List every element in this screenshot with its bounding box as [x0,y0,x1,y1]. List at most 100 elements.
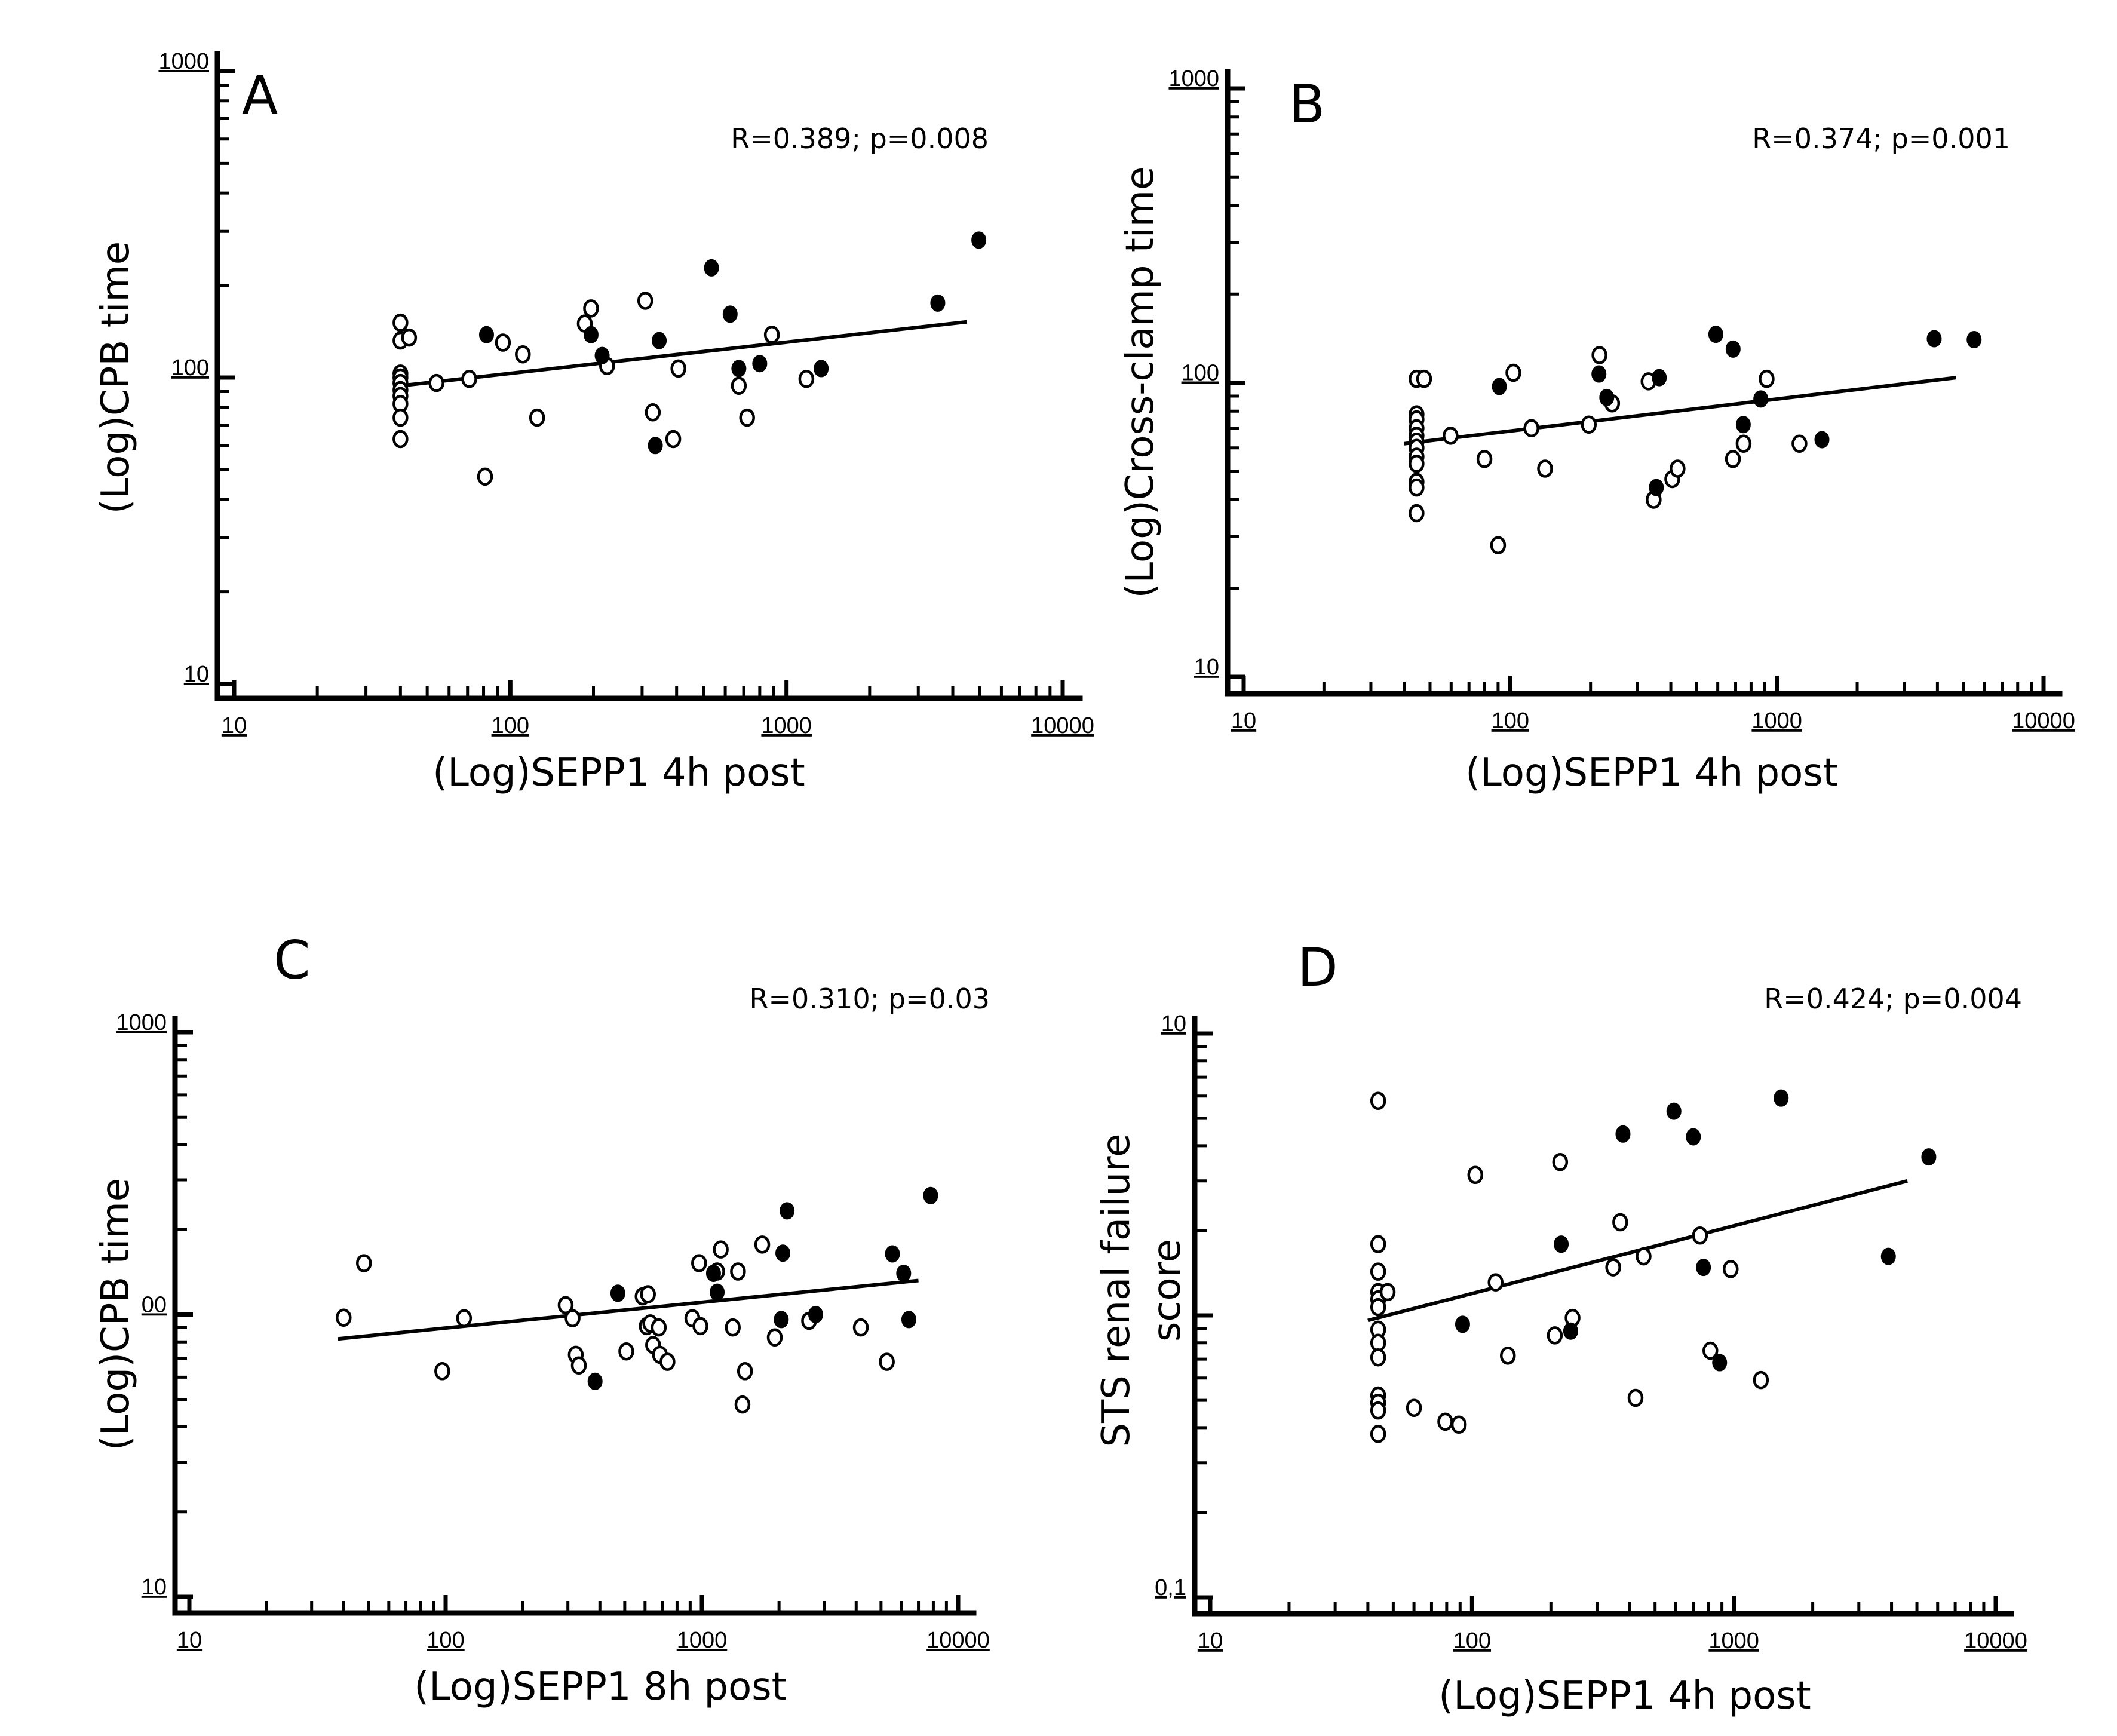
y-tick-label: 10 [1194,655,1219,680]
data-point-open [1505,363,1521,382]
data-point-filled [971,231,987,249]
data-point-open [691,1254,707,1272]
x-tick-label: 1000 [1751,708,1802,734]
regression-line [400,320,968,388]
y-tick-label: 10 [142,1575,167,1600]
data-point-filled [1880,1247,1896,1265]
data-point-filled [610,1284,625,1302]
data-point-open [477,467,493,486]
data-point-filled [814,360,829,378]
x-tick-label: 10 [222,713,247,738]
data-point-open [1723,1260,1739,1278]
data-point-filled [731,360,747,378]
data-point-open [659,1352,676,1371]
data-point-open [1370,1235,1386,1253]
data-point-open [1670,459,1686,478]
y-axis-title-line-2: score [1145,1239,1189,1342]
data-point-open [495,333,511,352]
data-point-open [428,373,444,392]
data-point-open [1443,427,1459,445]
data-point-open [798,369,815,388]
x-axis-title: (Log)SEPP1 4h post [1465,751,1837,795]
panel-label: C [274,930,310,991]
data-point-filled [478,326,494,343]
x-tick-label: 1000 [1708,1628,1759,1654]
data-point-filled [780,1202,795,1220]
data-point-open [1636,1247,1652,1266]
correlation-annotation: R=0.310; p=0.03 [750,983,990,1015]
data-point-filled [901,1311,916,1329]
data-point-open [1450,1415,1467,1434]
data-point-open [1753,1370,1769,1390]
data-point-open [564,1309,581,1328]
data-point-filled [1966,331,1982,349]
data-point-open [645,403,661,422]
x-tick-label: 10 [1198,1628,1223,1654]
data-point-filled [1735,416,1751,434]
x-tick-label: 10000 [2012,708,2075,734]
data-point-filled [774,1311,789,1329]
data-point-open [1406,1398,1422,1418]
y-tick-label: 00 [142,1293,167,1318]
panel-b: B R=0.374; p=0.001 (Log)SEPP1 4h post (L… [1118,66,2075,795]
regression-line [338,1278,919,1341]
correlation-annotation: R=0.424; p=0.004 [1764,983,2022,1015]
data-point-open [1409,455,1425,473]
data-point-open [1409,504,1425,523]
x-tick-label: 10000 [926,1628,990,1653]
panel-label: D [1297,937,1338,998]
y-axis-title: (Log)Cross-clamp time [1118,167,1162,599]
data-point-filled [1921,1148,1937,1166]
data-point-open [461,369,477,388]
data-point-open [692,1317,708,1336]
y-axis-title-line-1: STS renal failure [1094,1133,1139,1447]
data-point-open [651,1318,667,1337]
correlation-annotation: R=0.389; p=0.008 [731,122,989,155]
regression-line [1404,376,1957,446]
data-point-open [392,408,409,427]
x-tick-label: 100 [1453,1628,1491,1654]
data-point-filled [1696,1259,1711,1277]
data-point-open [766,1328,783,1347]
data-point-open [1416,369,1432,388]
x-tick-label: 1000 [761,713,812,738]
data-point-open [1725,450,1741,468]
data-point-open [1500,1347,1516,1365]
data-point-open [725,1318,741,1337]
data-point-filled [923,1186,938,1204]
data-point-open [1791,434,1808,453]
data-point-open [434,1362,450,1381]
data-point-filled [1753,390,1769,408]
data-point-filled [1554,1235,1569,1253]
data-point-filled [896,1264,912,1282]
data-point-open [1552,1152,1569,1171]
x-tick-label: 100 [427,1628,464,1653]
x-tick-label: 10000 [1964,1628,2027,1654]
data-point-open [392,313,409,332]
data-point-filled [1814,431,1830,449]
y-axis-title: (Log)CPB time [94,241,138,514]
x-tick-label: 10000 [1031,713,1094,738]
data-point-filled [1455,1315,1470,1333]
x-axis-title: (Log)SEPP1 4h post [432,751,805,795]
data-point-open [356,1254,372,1272]
y-tick-label: 10 [184,662,209,687]
data-point-open [1370,1333,1386,1352]
data-point-open [1547,1326,1563,1345]
data-point-open [336,1308,352,1327]
data-point-filled [1563,1322,1578,1340]
data-point-filled [885,1245,900,1263]
data-point-open [392,430,409,449]
data-point-open [1702,1341,1719,1360]
panel-label: B [1289,73,1325,135]
data-point-open [1612,1213,1628,1232]
data-point-filled [1774,1089,1789,1107]
correlation-annotation: R=0.374; p=0.001 [1752,122,2010,155]
x-tick-label: 100 [1492,708,1529,734]
data-point-open [1537,459,1553,478]
data-point-open [739,408,755,427]
panel-c: C R=0.310; p=0.03 (Log)SEPP1 8h post (Lo… [94,930,990,1709]
data-point-open [456,1309,473,1328]
data-point-filled [1615,1125,1631,1143]
data-point-open [737,1362,753,1381]
